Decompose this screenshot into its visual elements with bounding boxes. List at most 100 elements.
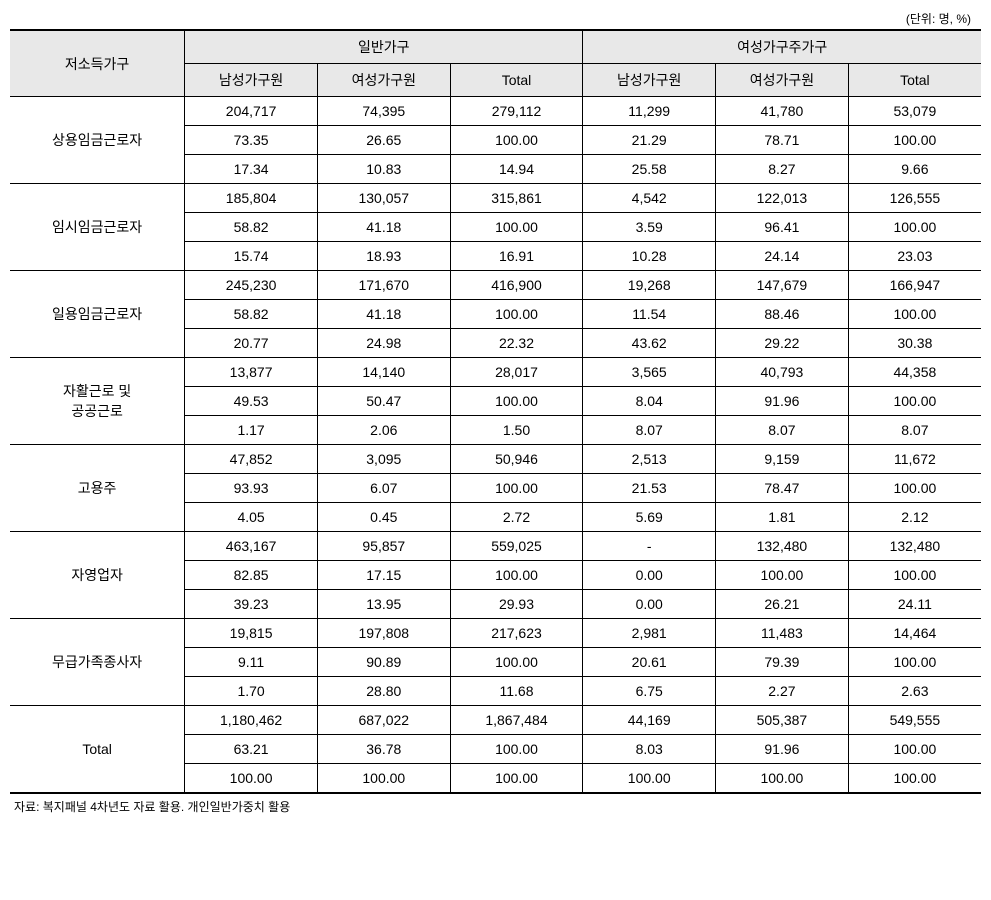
table-row: 무급가족종사자19,815197,808217,6232,98111,48314… [10,619,981,648]
data-cell: 23.03 [848,242,981,271]
data-cell: 463,167 [185,532,318,561]
data-cell: 100.00 [450,126,583,155]
table-row: 고용주47,8523,09550,9462,5139,15911,672 [10,445,981,474]
header-rowgroup: 저소득가구 [10,30,185,97]
data-cell: 100.00 [848,764,981,794]
table-row: 상용임금근로자204,71774,395279,11211,29941,7805… [10,97,981,126]
category-label: 자영업자 [10,532,185,619]
data-cell: 5.69 [583,503,716,532]
data-cell: 2,981 [583,619,716,648]
data-cell: 416,900 [450,271,583,300]
data-cell: 44,358 [848,358,981,387]
data-cell: 1.50 [450,416,583,445]
data-cell: 9,159 [716,445,849,474]
source-note: 자료: 복지패널 4차년도 자료 활용. 개인일반가중치 활용 [10,798,981,815]
data-cell: 20.77 [185,329,318,358]
data-cell: 2.63 [848,677,981,706]
table-row: Total1,180,462687,0221,867,48444,169505,… [10,706,981,735]
data-cell: 91.96 [716,735,849,764]
category-label: Total [10,706,185,794]
data-cell: 4,542 [583,184,716,213]
data-cell: 28,017 [450,358,583,387]
data-cell: 58.82 [185,300,318,329]
data-cell: 1.17 [185,416,318,445]
table-row: 자영업자463,16795,857559,025-132,480132,480 [10,532,981,561]
data-cell: 100.00 [450,735,583,764]
data-cell: 14,140 [317,358,450,387]
data-cell: 41.18 [317,213,450,242]
data-cell: 50,946 [450,445,583,474]
data-cell: 28.80 [317,677,450,706]
header-g1-total: Total [450,64,583,97]
data-cell: 100.00 [450,764,583,794]
data-cell: 26.21 [716,590,849,619]
data-cell: 41,780 [716,97,849,126]
data-cell: 100.00 [317,764,450,794]
data-cell: 53,079 [848,97,981,126]
header-g2-female: 여성가구원 [716,64,849,97]
data-cell: 100.00 [716,764,849,794]
data-cell: 100.00 [450,474,583,503]
data-cell: 78.47 [716,474,849,503]
data-cell: 197,808 [317,619,450,648]
data-cell: 1,180,462 [185,706,318,735]
data-cell: 63.21 [185,735,318,764]
data-cell: 100.00 [185,764,318,794]
data-cell: 19,815 [185,619,318,648]
data-cell: 0.00 [583,561,716,590]
table-row: 임시임금근로자185,804130,057315,8614,542122,013… [10,184,981,213]
data-cell: 559,025 [450,532,583,561]
data-cell: 22.32 [450,329,583,358]
data-table: 저소득가구 일반가구 여성가구주가구 남성가구원 여성가구원 Total 남성가… [10,29,981,794]
data-cell: 24.98 [317,329,450,358]
data-cell: 2.27 [716,677,849,706]
data-cell: 20.61 [583,648,716,677]
data-cell: 41.18 [317,300,450,329]
data-cell: 3,095 [317,445,450,474]
data-cell: 10.28 [583,242,716,271]
category-label: 무급가족종사자 [10,619,185,706]
data-cell: 100.00 [450,561,583,590]
data-cell: 9.66 [848,155,981,184]
header-group1: 일반가구 [185,30,583,64]
data-cell: 0.45 [317,503,450,532]
data-cell: 3.59 [583,213,716,242]
data-cell: 8.07 [848,416,981,445]
header-g2-total: Total [848,64,981,97]
data-cell: 50.47 [317,387,450,416]
data-cell: 505,387 [716,706,849,735]
data-cell: 2.06 [317,416,450,445]
data-cell: 185,804 [185,184,318,213]
data-cell: 79.39 [716,648,849,677]
data-cell: 17.15 [317,561,450,590]
data-cell: 30.38 [848,329,981,358]
data-cell: 82.85 [185,561,318,590]
data-cell: 73.35 [185,126,318,155]
data-cell: - [583,532,716,561]
data-cell: 91.96 [716,387,849,416]
data-cell: 204,717 [185,97,318,126]
data-cell: 78.71 [716,126,849,155]
data-cell: 147,679 [716,271,849,300]
data-cell: 24.11 [848,590,981,619]
data-cell: 100.00 [848,126,981,155]
data-cell: 100.00 [848,213,981,242]
data-cell: 217,623 [450,619,583,648]
data-cell: 11.54 [583,300,716,329]
data-cell: 21.29 [583,126,716,155]
data-cell: 100.00 [583,764,716,794]
data-cell: 315,861 [450,184,583,213]
data-cell: 100.00 [848,387,981,416]
data-cell: 166,947 [848,271,981,300]
data-cell: 24.14 [716,242,849,271]
data-cell: 40,793 [716,358,849,387]
data-cell: 47,852 [185,445,318,474]
data-cell: 8.04 [583,387,716,416]
data-cell: 8.07 [716,416,849,445]
data-cell: 1,867,484 [450,706,583,735]
category-label: 상용임금근로자 [10,97,185,184]
data-cell: 245,230 [185,271,318,300]
table-row: 자활근로 및공공근로13,87714,14028,0173,56540,7934… [10,358,981,387]
data-cell: 26.65 [317,126,450,155]
data-cell: 100.00 [848,735,981,764]
